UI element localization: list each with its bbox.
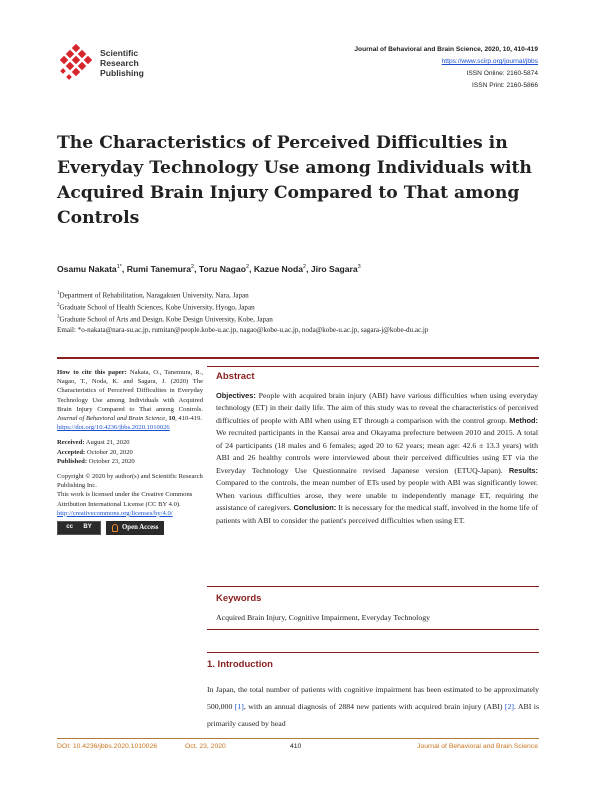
footer-date: Oct. 23, 2020 [185,743,226,750]
author-list: Osamu Nakata1*, Rumi Tanemura2, Toru Nag… [57,264,361,274]
published-date: October 23, 2020 [88,457,135,465]
copyright-notice: Copyright © 2020 by author(s) and Scient… [57,473,203,517]
abstract-heading: Abstract [216,371,255,382]
author: Toru Nagao [198,264,246,274]
cc-by-badge[interactable]: cc BY [57,521,101,536]
affiliation: 2Graduate School of Health Sciences, Kob… [57,302,255,312]
email-line[interactable]: Email: *o-nakata@nara-su.ac.jp, rumitan@… [57,325,429,334]
received-date: August 21, 2020 [85,439,130,447]
scirp-logo-icon [59,44,93,80]
affiliation: 3Graduate School of Arts and Design, Kob… [57,314,273,324]
accepted-date: October 20, 2020 [86,448,133,456]
keywords-heading: Keywords [216,593,262,604]
issn-print: ISSN Print: 2160-5866 [472,82,538,89]
reference-link[interactable]: [1] [234,702,244,712]
affiliation: 1Department of Rehabilitation, Naragakue… [57,291,249,300]
citation-block: How to cite this paper: Nakata, O., Tane… [57,369,203,432]
issn-online: ISSN Online: 2160-5874 [466,70,538,77]
author: Rumi Tanemura [126,264,192,274]
keywords-bottom-rule [207,629,539,630]
publisher-name: Scientific Research Publishing [100,48,144,78]
journal-info: Journal of Behavioral and Brain Science,… [354,44,538,92]
publisher-logo[interactable]: Scientific Research Publishing [58,42,158,84]
abstract-text: Objectives: People with acquired brain i… [216,391,539,525]
open-access-badge[interactable]: Open Access [106,521,165,536]
intro-text: In Japan, the total number of patients w… [207,685,539,729]
journal-citation: Journal of Behavioral and Brain Science,… [354,46,538,53]
article-dates: Received: August 21, 2020 Accepted: Octo… [57,439,135,465]
intro-top-rule [207,652,539,653]
cc-icon: cc [66,524,73,531]
keywords-text: Acquired Brain Injury, Cognitive Impairm… [216,613,431,622]
footer-journal: Journal of Behavioral and Brain Science [417,743,538,750]
open-lock-icon [112,524,118,533]
reference-link[interactable]: [2] [504,702,514,712]
author: Osamu Nakata [57,264,117,274]
author: Jiro Sagara [310,264,358,274]
author: Kazue Noda [253,264,303,274]
footer-doi: DOI: 10.4236/jbbs.2020.1010026 [57,743,158,750]
license-link[interactable]: http://creativecommons.org/licenses/by/4… [57,509,173,517]
article-sidebar: How to cite this paper: Nakata, O., Tane… [57,368,203,536]
affiliations: 1Department of Rehabilitation, Naragakue… [57,289,428,335]
header-divider [57,357,539,359]
doi-link[interactable]: https://doi.org/10.4236/jbbs.2020.101002… [57,424,170,432]
journal-url-link[interactable]: https://www.scirp.org/journal/jbbs [441,58,538,65]
page-number: 410 [290,743,302,750]
intro-heading: 1. Introduction [207,659,273,670]
keywords-top-rule [207,586,539,587]
footer-rule [57,738,539,739]
paper-title: The Characteristics of Perceived Difficu… [57,133,532,228]
abstract-top-rule [207,366,539,367]
